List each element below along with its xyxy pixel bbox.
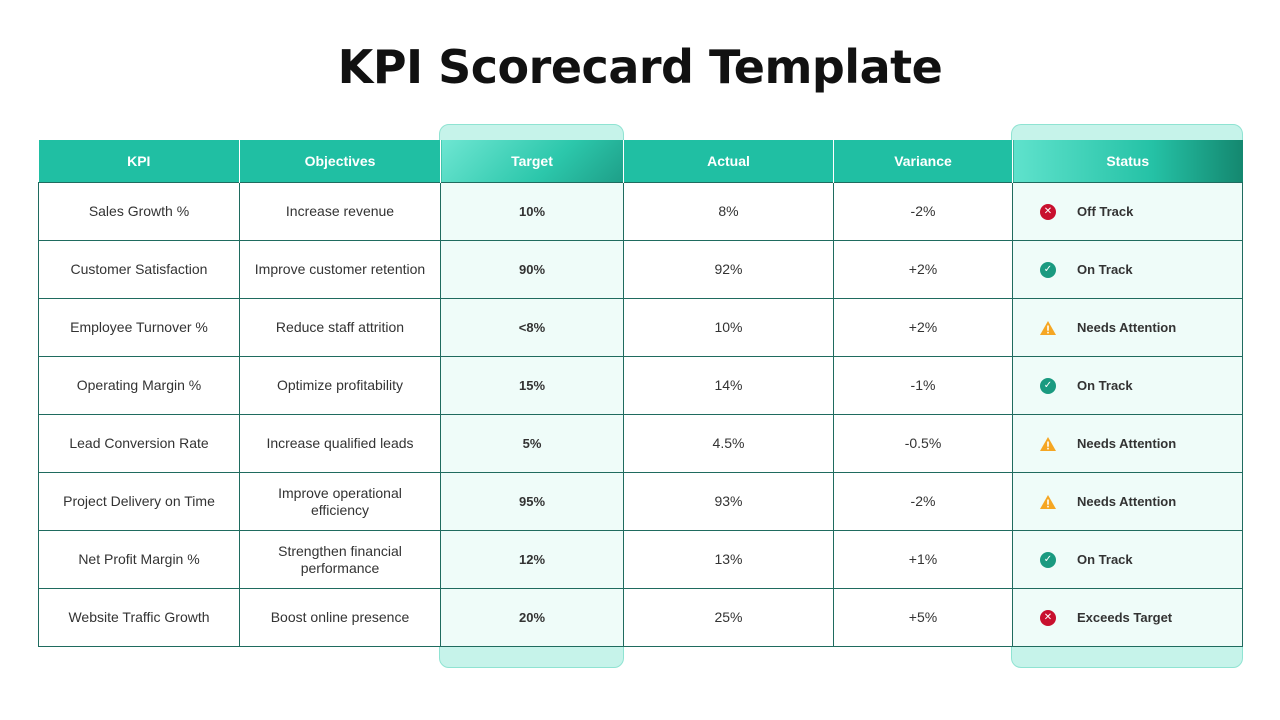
cell-kpi: Customer Satisfaction xyxy=(38,240,240,299)
cell-objective: Improve customer retention xyxy=(239,240,441,299)
page-title: KPI Scorecard Template xyxy=(337,40,943,94)
table-row: Employee Turnover % Reduce staff attritio… xyxy=(38,298,1243,357)
status-indicator: ✓ On Track xyxy=(1039,261,1228,279)
table-row: Lead Conversion Rate Increase qualified l… xyxy=(38,414,1243,473)
cell-actual: 13% xyxy=(623,530,834,589)
cell-actual: 25% xyxy=(623,588,834,647)
header-actual: Actual xyxy=(623,140,834,183)
cell-objective: Strengthen financial performance xyxy=(239,530,441,589)
status-indicator: Needs Attention xyxy=(1039,319,1228,337)
cell-status: Needs Attention xyxy=(1012,414,1243,473)
check-circle-icon: ✓ xyxy=(1039,261,1057,279)
cell-target: 20% xyxy=(440,588,624,647)
header-variance: Variance xyxy=(833,140,1013,183)
warning-triangle-icon xyxy=(1039,319,1057,337)
table-header-row: KPI Objectives Target Actual Variance St… xyxy=(38,140,1243,183)
header-kpi: KPI xyxy=(38,140,240,183)
cell-status: ✓ On Track xyxy=(1012,240,1243,299)
status-indicator: Needs Attention xyxy=(1039,493,1228,511)
cell-variance: -0.5% xyxy=(833,414,1013,473)
cell-kpi: Website Traffic Growth xyxy=(38,588,240,647)
status-label: Needs Attention xyxy=(1077,494,1177,509)
cell-variance: -2% xyxy=(833,472,1013,531)
cell-actual: 92% xyxy=(623,240,834,299)
x-circle-icon: ✕ xyxy=(1039,203,1057,221)
header-status: Status xyxy=(1012,140,1243,183)
table-body: Sales Growth % Increase revenue 10% 8% -2% ✕ O… xyxy=(38,182,1243,647)
cell-status: Needs Attention xyxy=(1012,472,1243,531)
cell-target: 95% xyxy=(440,472,624,531)
status-label: Exceeds Target xyxy=(1077,610,1173,625)
cell-objective: Boost online presence xyxy=(239,588,441,647)
cell-actual: 4.5% xyxy=(623,414,834,473)
cell-status: ✓ On Track xyxy=(1012,530,1243,589)
warning-triangle-icon xyxy=(1039,493,1057,511)
status-indicator: ✓ On Track xyxy=(1039,551,1228,569)
table-row: Sales Growth % Increase revenue 10% 8% -2% ✕ O… xyxy=(38,182,1243,241)
cell-target: 10% xyxy=(440,182,624,241)
cell-variance: +2% xyxy=(833,298,1013,357)
cell-status: Needs Attention xyxy=(1012,298,1243,357)
cell-target: 90% xyxy=(440,240,624,299)
header-target: Target xyxy=(440,140,624,183)
table-row: Website Traffic Growth Boost online prese… xyxy=(38,588,1243,647)
cell-status: ✕ Off Track xyxy=(1012,182,1243,241)
cell-kpi: Sales Growth % xyxy=(38,182,240,241)
status-label: Off Track xyxy=(1077,204,1134,219)
cell-target: 5% xyxy=(440,414,624,473)
table-row: Project Delivery on Time Improve operatio… xyxy=(38,472,1243,531)
cell-actual: 93% xyxy=(623,472,834,531)
status-label: On Track xyxy=(1077,262,1133,277)
kpi-scorecard-table: KPI Objectives Target Actual Variance St… xyxy=(38,140,1243,647)
header-objectives: Objectives xyxy=(239,140,441,183)
cell-actual: 10% xyxy=(623,298,834,357)
cell-status: ✕ Exceeds Target xyxy=(1012,588,1243,647)
cell-variance: +2% xyxy=(833,240,1013,299)
warning-triangle-icon xyxy=(1039,435,1057,453)
cell-objective: Reduce staff attrition xyxy=(239,298,441,357)
status-indicator: Needs Attention xyxy=(1039,435,1228,453)
cell-objective: Optimize profitability xyxy=(239,356,441,415)
cell-kpi: Operating Margin % xyxy=(38,356,240,415)
cell-kpi: Net Profit Margin % xyxy=(38,530,240,589)
cell-objective: Increase qualified leads xyxy=(239,414,441,473)
status-label: Needs Attention xyxy=(1077,436,1177,451)
cell-actual: 14% xyxy=(623,356,834,415)
cell-status: ✓ On Track xyxy=(1012,356,1243,415)
table-row: Net Profit Margin % Strengthen financial … xyxy=(38,530,1243,589)
cell-target: 12% xyxy=(440,530,624,589)
status-indicator: ✕ Exceeds Target xyxy=(1039,609,1228,627)
cell-target: <8% xyxy=(440,298,624,357)
cell-variance: +1% xyxy=(833,530,1013,589)
cell-objective: Improve operational efficiency xyxy=(239,472,441,531)
cell-objective: Increase revenue xyxy=(239,182,441,241)
cell-actual: 8% xyxy=(623,182,834,241)
cell-kpi: Project Delivery on Time xyxy=(38,472,240,531)
status-indicator: ✕ Off Track xyxy=(1039,203,1228,221)
cell-variance: -2% xyxy=(833,182,1013,241)
check-circle-icon: ✓ xyxy=(1039,551,1057,569)
cell-variance: +5% xyxy=(833,588,1013,647)
cell-variance: -1% xyxy=(833,356,1013,415)
status-label: On Track xyxy=(1077,378,1133,393)
status-indicator: ✓ On Track xyxy=(1039,377,1228,395)
cell-kpi: Lead Conversion Rate xyxy=(38,414,240,473)
table-row: Operating Margin % Optimize profitability… xyxy=(38,356,1243,415)
status-label: Needs Attention xyxy=(1077,320,1177,335)
cell-target: 15% xyxy=(440,356,624,415)
x-circle-icon: ✕ xyxy=(1039,609,1057,627)
status-label: On Track xyxy=(1077,552,1133,567)
table-row: Customer Satisfaction Improve customer re… xyxy=(38,240,1243,299)
check-circle-icon: ✓ xyxy=(1039,377,1057,395)
cell-kpi: Employee Turnover % xyxy=(38,298,240,357)
